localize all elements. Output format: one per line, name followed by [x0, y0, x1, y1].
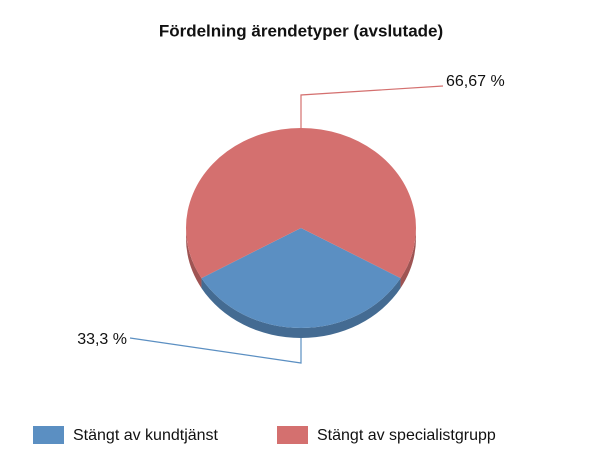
legend-swatch: [33, 426, 64, 444]
pie-slice: [185, 127, 416, 279]
legend-swatch: [277, 426, 308, 444]
legend-label: Stängt av specialistgrupp: [317, 427, 496, 444]
pie-slice: [201, 228, 401, 328]
leader-line: [129, 337, 302, 364]
slice-side: [400, 228, 416, 289]
legend-label: Stängt av kundtjänst: [73, 427, 219, 444]
leader-line: [300, 85, 444, 128]
slice-side: [186, 228, 202, 289]
slice-side: [201, 278, 401, 338]
data-label: 66,67 %: [446, 73, 505, 90]
chart-title: Fördelning ärendetyper (avslutade): [159, 21, 443, 40]
data-label: 33,3 %: [77, 331, 127, 348]
